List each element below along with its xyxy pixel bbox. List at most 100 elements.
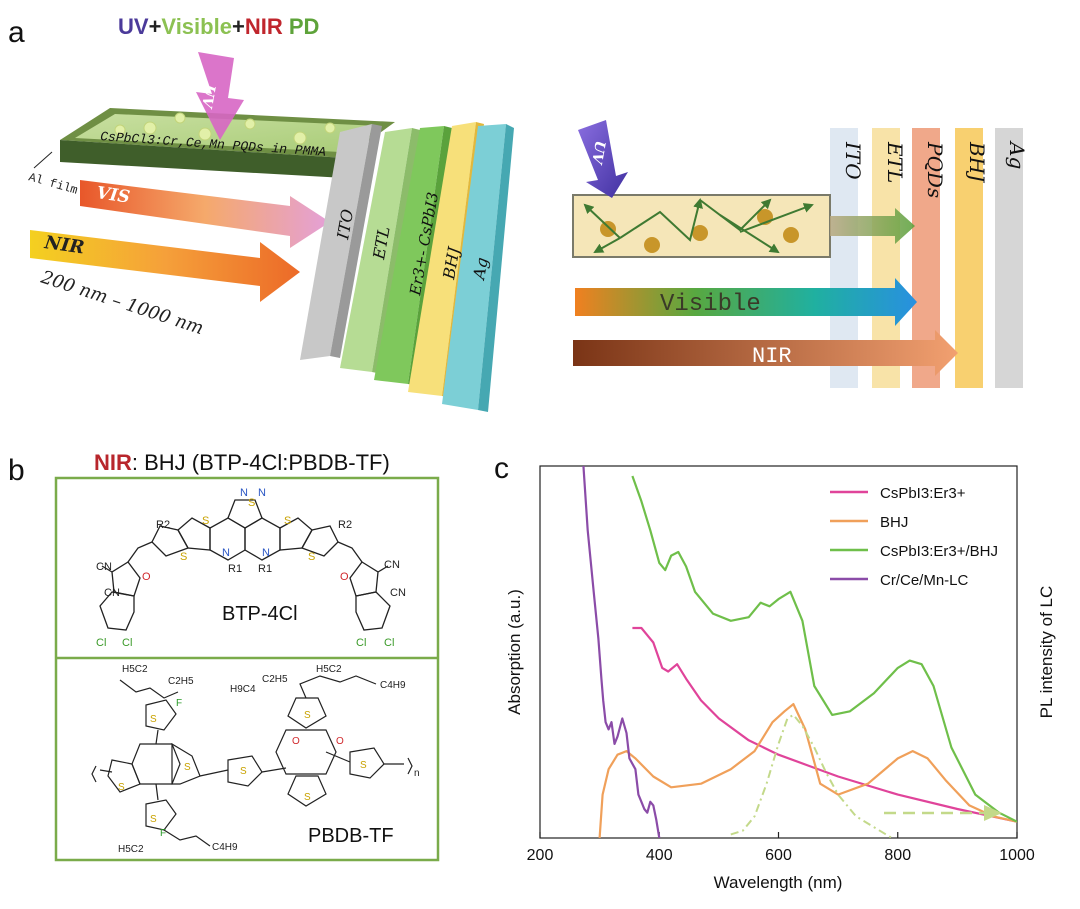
atom-s-pb6: S — [304, 710, 311, 721]
atom-s-pb1: S — [150, 714, 157, 725]
film-front-edge — [60, 140, 345, 178]
y-axis-label: Absorption (a.u.) — [505, 589, 524, 715]
series-line-3 — [582, 466, 661, 838]
pbdbtf-structure — [91, 675, 413, 847]
vis-label-left: VIS — [95, 183, 131, 207]
al-film-label: Al film — [27, 170, 79, 197]
atom-c4h9-bottom: C4H9 — [212, 842, 238, 853]
right-pl-arrow — [830, 208, 915, 244]
panel-c-letter: c — [494, 452, 509, 485]
atom-cn-3: CN — [384, 559, 400, 571]
atom-s-pb4: S — [150, 814, 157, 825]
series-line-0 — [632, 626, 1017, 823]
panel-b: b NIR: BHJ (BTP-4Cl:PBDB-TF) N N S — [8, 450, 440, 862]
atom-n-sub: n — [414, 768, 420, 779]
atom-o-left: O — [142, 571, 151, 583]
title-part-4: NIR — [245, 14, 283, 39]
atom-r1-right: R1 — [258, 563, 272, 575]
right-layer-bhj: BHJ — [965, 141, 989, 183]
title-part-0: UV — [118, 14, 149, 39]
atom-s-right-2: S — [308, 551, 315, 563]
mol2-name: PBDB-TF — [308, 825, 394, 847]
right-visible-label: Visible — [660, 291, 761, 318]
atom-o-pb1: O — [292, 736, 300, 747]
atom-s-pb8: S — [360, 760, 367, 771]
x-tick-label-1000: 1000 — [999, 847, 1035, 864]
atom-s-pb3: S — [184, 762, 191, 773]
atom-f-top: F — [176, 698, 182, 709]
atom-s-top: S — [248, 497, 255, 509]
atom-cl-3: Cl — [356, 637, 366, 649]
x-axis: 200 400 600 800 1000 — [527, 832, 1035, 864]
right-axis-label: PL intensity of LC — [1037, 586, 1056, 719]
atom-cl-2: Cl — [122, 637, 132, 649]
right-layer-ito: ITO — [841, 141, 865, 180]
title-part-3: + — [232, 14, 245, 39]
title-part-1: + — [149, 14, 162, 39]
range-label: 200 nm – 1000 nm — [38, 266, 207, 339]
legend-label-3: Cr/Ce/Mn-LC — [880, 572, 969, 589]
right-visible-arrow — [575, 278, 917, 326]
atom-cn-4: CN — [390, 587, 406, 599]
right-layer-ag: Ag — [1005, 140, 1029, 169]
atom-f-bottom: F — [160, 828, 166, 839]
vis-arrow-left — [80, 180, 330, 248]
atom-s-left: S — [202, 515, 209, 527]
atom-s-left-2: S — [180, 551, 187, 563]
atom-c2h5-mid: C2H5 — [262, 674, 288, 685]
al-film-pointer — [33, 151, 53, 169]
atom-h9c4: H9C4 — [230, 684, 256, 695]
atom-cl-4: Cl — [384, 637, 394, 649]
right-nir-label: NIR — [752, 344, 792, 369]
atom-r1-left: R1 — [228, 563, 242, 575]
atom-s-pb7: S — [304, 792, 311, 803]
panel-b-letter: b — [8, 454, 25, 487]
plot-frame — [539, 465, 1018, 839]
atom-c4h9-top: C4H9 — [380, 680, 406, 691]
atom-r2-right: R2 — [338, 519, 352, 531]
left-layer-ag: Ag — [469, 256, 492, 283]
series-line-4 — [730, 713, 893, 838]
legend-label-1: BHJ — [880, 514, 908, 531]
pqd-dots — [114, 112, 336, 145]
uv-arrow-right — [578, 120, 628, 198]
series-line-2 — [631, 475, 1017, 823]
title-part-2: Visible — [161, 14, 232, 39]
atom-n-right: N — [262, 547, 270, 559]
pbdbtf-atom-labels: H5C2 C2H5 F S S S F S S S S S O O H9C4 C… — [118, 664, 420, 855]
x-tick-label-200: 200 — [527, 847, 554, 864]
atom-n-top-right: N — [258, 487, 266, 499]
atom-r2-left: R2 — [156, 519, 170, 531]
right-layer-etl: ETL — [883, 141, 907, 183]
uv-label-left: UV — [198, 83, 218, 111]
atom-h5c2-mid: H5C2 — [316, 664, 342, 675]
panel-b-title-nir: NIR — [94, 450, 132, 475]
legend-label-2: CsPbI3:Er3+/BHJ — [880, 543, 998, 560]
x-axis-label: Wavelength (nm) — [714, 873, 843, 892]
panel-a-letter: a — [8, 16, 25, 49]
x-tick-label-400: 400 — [646, 847, 673, 864]
right-nir-arrow — [573, 330, 958, 376]
panel-b-title: NIR: BHJ (BTP-4Cl:PBDB-TF) — [94, 450, 390, 475]
atom-s-pb5: S — [240, 766, 247, 777]
atom-cn-2: CN — [104, 587, 120, 599]
legend-label-0: CsPbI3:Er3+ — [880, 485, 966, 502]
nir-arrow-left — [30, 230, 300, 302]
right-scatter-arrows — [583, 198, 814, 254]
atom-n-top-left: N — [240, 487, 248, 499]
atom-n-left: N — [222, 547, 230, 559]
panel-b-title-rest: : BHJ (BTP-4Cl:PBDB-TF) — [132, 450, 390, 475]
atom-o-pb2: O — [336, 736, 344, 747]
chart-legend: CsPbI3:Er3+ BHJ CsPbI3:Er3+/BHJ Cr/Ce/Mn-LC — [830, 485, 998, 589]
btp4cl-atom-labels: N N S S S S S N N R1 R1 R2 R2 O O CN CN … — [96, 487, 406, 649]
atom-h5c2-bottom: H5C2 — [118, 844, 144, 855]
panel-a-title: UV+Visible+NIR PD — [118, 14, 319, 39]
uv-arrow-left — [196, 52, 244, 140]
series-line-1 — [598, 703, 1017, 838]
atom-o-right: O — [340, 571, 349, 583]
x-tick-label-600: 600 — [765, 847, 792, 864]
panel-c: c 200 400 600 800 1000 CsPbI3:Er3+BHJCsPbI3:… — [494, 452, 1056, 892]
panel-a: a UV+Visible+NIR PD NIR VIS CsPbCl3:Cr,C… — [8, 14, 1029, 412]
x-tick-label-800: 800 — [884, 847, 911, 864]
atom-cl-1: Cl — [96, 637, 106, 649]
